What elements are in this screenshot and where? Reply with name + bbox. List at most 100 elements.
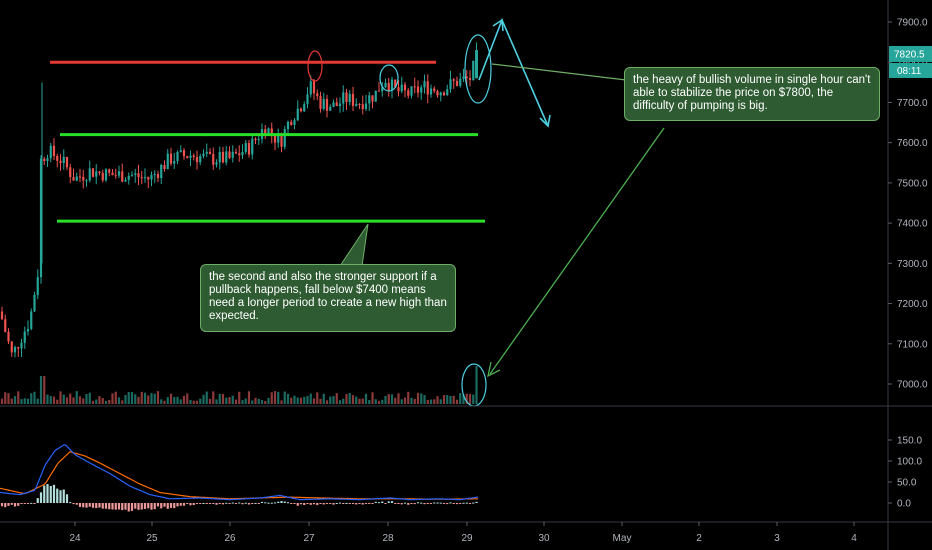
macd-histogram-bar [270, 502, 273, 504]
candle-body [407, 90, 410, 96]
volume-bar [72, 397, 75, 404]
candle-body [43, 158, 46, 161]
candle-body [368, 95, 371, 104]
macd-histogram-bar [439, 502, 442, 504]
volume-bar [56, 399, 59, 404]
macd-histogram-bar [10, 503, 13, 505]
candle-body [156, 174, 160, 179]
macd-histogram-bar [114, 503, 117, 510]
candle-body [459, 78, 462, 86]
macd-histogram-bar [215, 503, 218, 505]
candle-body [179, 150, 182, 152]
volume-bar [143, 392, 147, 404]
volume-bar [309, 393, 312, 404]
macd-histogram-bar [338, 502, 342, 504]
macd-histogram-bar [322, 503, 325, 505]
volume-bar [299, 397, 303, 404]
volume-bar [186, 393, 189, 404]
candle-body [218, 151, 221, 163]
volume-bar [199, 398, 202, 404]
volume-bar [91, 400, 95, 404]
price-tick-label: 7100.0 [897, 339, 928, 350]
candle-body [192, 155, 195, 158]
macd-histogram-bar [85, 503, 88, 508]
macd-histogram-bar [238, 502, 241, 504]
volume-bar [147, 395, 150, 404]
macd-histogram-bar [345, 502, 348, 504]
candle-body [348, 93, 351, 103]
candle-body [452, 79, 455, 81]
candle-body [163, 164, 166, 170]
candle-body [309, 81, 312, 95]
candle-body [147, 177, 150, 180]
candle-body [267, 128, 270, 135]
candle-body [189, 155, 192, 159]
candle-body [121, 171, 124, 182]
macd-tick-label: 50.0 [897, 478, 917, 489]
volume-bar [283, 391, 286, 404]
candle-body [465, 76, 468, 78]
macd-histogram-bar [296, 503, 299, 506]
macd-histogram-bar [397, 503, 400, 504]
macd-histogram-bar [384, 503, 387, 504]
volume-bar [169, 393, 173, 404]
volume-bar [338, 400, 342, 404]
support-resistance-lines [50, 60, 485, 223]
candle-body [228, 151, 231, 158]
candle-body [400, 84, 403, 92]
macd-histogram-bar [436, 502, 439, 504]
bottom-annotation-text: the second and also the stronger support… [209, 271, 447, 322]
volume-bar [20, 399, 23, 404]
macd-histogram-bar [156, 503, 160, 507]
macd-histogram-bar [33, 503, 36, 504]
volume-bar [264, 400, 267, 404]
volume-bar [436, 396, 439, 404]
macd-histogram-bar [121, 503, 124, 511]
macd-histogram-bar [36, 498, 39, 503]
candle-body [26, 328, 30, 332]
candle-body [49, 145, 52, 159]
candle-body [283, 129, 286, 147]
volume-bar [140, 391, 143, 404]
macd-histogram-bar [91, 503, 95, 508]
candle-body [173, 161, 176, 164]
macd-histogram-bar [459, 503, 462, 504]
volume-bar [254, 397, 257, 404]
macd-histogram-bar [46, 484, 49, 503]
volume-bar [23, 398, 26, 404]
candle-body [251, 138, 254, 155]
macd-histogram-bar [43, 485, 46, 503]
volume-bar [329, 396, 332, 404]
volume-bar [205, 391, 208, 404]
macd-histogram-bar [244, 502, 247, 504]
candle-body [462, 76, 465, 79]
candle-body [468, 77, 472, 80]
candle-body [39, 158, 43, 278]
volume-bar [69, 393, 72, 404]
candle-body [0, 311, 4, 320]
volume-bar [423, 395, 426, 404]
macd-histogram-bar [17, 503, 20, 506]
volume-bar [59, 391, 62, 404]
volume-bar [296, 397, 299, 404]
macd-histogram-bar [260, 501, 264, 503]
last-candle-circle [464, 34, 492, 104]
resistance-test-circle [307, 50, 323, 82]
volume-bar [316, 392, 319, 404]
top-annotation-note: the heavy of bullish volume in single ho… [624, 67, 880, 121]
candle-body [381, 87, 384, 92]
candle-body [377, 90, 381, 92]
macd-histogram-bar [202, 502, 205, 504]
candle-body [384, 82, 387, 88]
macd-histogram-bar [56, 488, 59, 503]
volume-bar [397, 393, 400, 404]
candle-body [420, 87, 423, 93]
volume-bar [462, 394, 465, 404]
macd-histogram-bar [377, 502, 381, 504]
volume-bar [280, 400, 283, 404]
macd-histogram-bar [446, 503, 449, 505]
candle-body [455, 80, 459, 86]
volume-bar [400, 399, 403, 404]
candle-body [416, 86, 420, 93]
